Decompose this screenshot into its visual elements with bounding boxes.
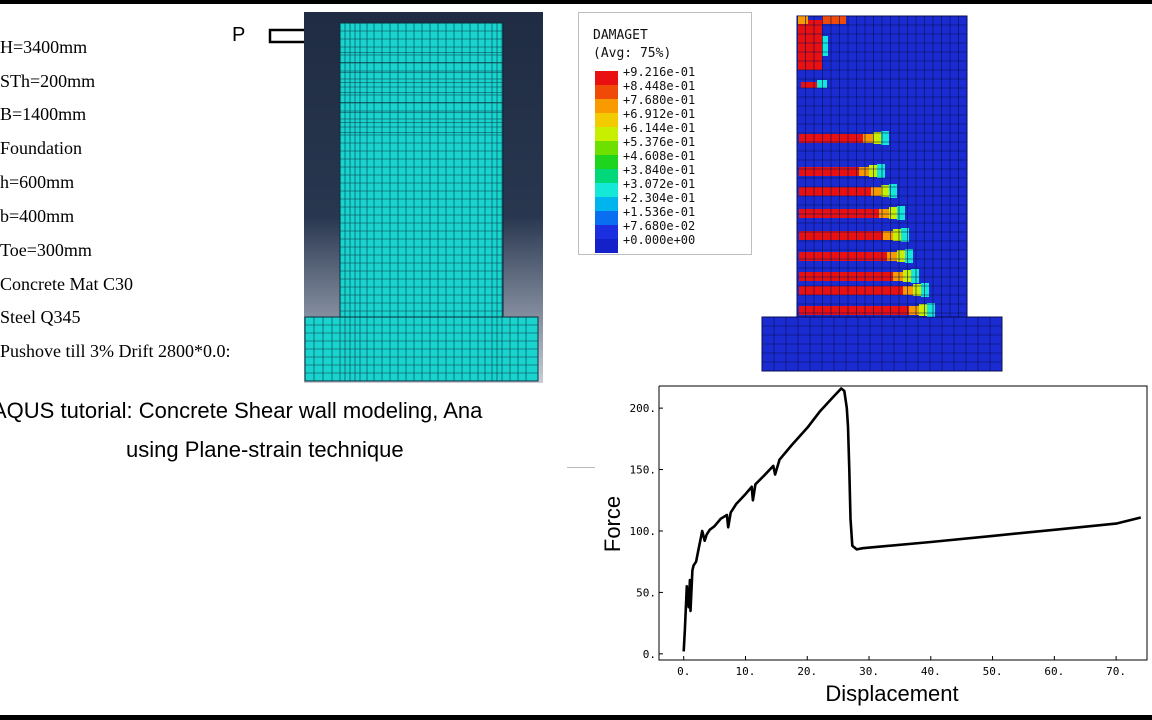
chart-axes bbox=[658, 385, 1148, 661]
param-wall-height: H=3400mm bbox=[0, 37, 88, 57]
x-tick-label: 40. bbox=[921, 665, 941, 678]
legend-value: +2.304e-01 bbox=[623, 191, 696, 205]
x-tick-label: 60. bbox=[1044, 665, 1064, 678]
load-label-p: P bbox=[232, 24, 246, 46]
legend-swatch bbox=[595, 113, 618, 127]
legend-value: +4.608e-01 bbox=[623, 149, 696, 163]
legend-value: +3.840e-01 bbox=[623, 163, 696, 177]
legend-swatch bbox=[595, 127, 618, 141]
legend-value: +0.000e+00 bbox=[623, 233, 696, 247]
force-displacement-plot: 0. 10. 20. 30. 40. 50. 60. 70. 0. 50. 100. 150. 200.… bbox=[600, 385, 1148, 706]
legend-swatch bbox=[595, 141, 618, 155]
legend-title: DAMAGET bbox=[593, 28, 648, 43]
damage-legend: DAMAGET (Avg: 75%) +9.216e-01 +8.448e-01 +… bbox=[578, 12, 752, 255]
damage-contour-viewport bbox=[761, 14, 1004, 372]
x-tick-label: 70. bbox=[1106, 665, 1126, 678]
legend-subtitle: (Avg: 75%) bbox=[593, 46, 672, 61]
chart-x-axis-label: Displacement bbox=[825, 681, 958, 706]
legend-swatch bbox=[595, 99, 618, 113]
legend-value: +1.536e-01 bbox=[623, 205, 696, 219]
legend-swatch bbox=[595, 225, 618, 239]
y-tick-label: 200. bbox=[630, 402, 657, 415]
damage-contour-plot bbox=[761, 15, 1003, 372]
y-tick-label: 150. bbox=[630, 464, 657, 477]
tutorial-caption-line-2: using Plane-strain technique bbox=[126, 437, 404, 462]
x-tick-label: 30. bbox=[859, 665, 879, 678]
legend-swatch bbox=[595, 155, 618, 169]
param-wall-thickness: STh=200mm bbox=[0, 71, 96, 91]
chart-y-axis-label: Force bbox=[600, 496, 625, 552]
legend-value: +6.912e-01 bbox=[623, 107, 696, 121]
legend-swatch bbox=[595, 85, 618, 99]
tutorial-caption-line-1: AQUS tutorial: Concrete Shear wall model… bbox=[0, 398, 483, 423]
param-concrete-material: Concrete Mat C30 bbox=[0, 274, 133, 294]
legend-swatch bbox=[595, 183, 618, 197]
param-foundation-heading: Foundation bbox=[0, 138, 83, 158]
wall-mesh-viewport bbox=[304, 12, 543, 383]
y-tick-label: 50. bbox=[636, 586, 656, 599]
bottom-frame-bar bbox=[0, 715, 1152, 720]
legend-swatch bbox=[595, 169, 618, 183]
legend-value: +9.216e-01 bbox=[623, 65, 696, 79]
y-tick-label: 0. bbox=[643, 648, 656, 661]
top-frame-bar bbox=[0, 0, 1152, 4]
param-pushover-drift: Pushove till 3% Drift 2800*0.0: bbox=[0, 341, 231, 361]
wall-mesh-model bbox=[304, 22, 539, 382]
legend-value: +6.144e-01 bbox=[623, 121, 696, 135]
legend-value: +5.376e-01 bbox=[623, 135, 696, 149]
param-foundation-height: h=600mm bbox=[0, 172, 75, 192]
legend-value: +7.680e-01 bbox=[623, 93, 696, 107]
param-foundation-width: b=400mm bbox=[0, 206, 75, 226]
param-wall-width: B=1400mm bbox=[0, 104, 87, 124]
legend-swatch bbox=[595, 211, 618, 225]
legend-value: +3.072e-01 bbox=[623, 177, 696, 191]
force-displacement-curve bbox=[682, 387, 1142, 652]
x-tick-label: 0. bbox=[677, 665, 690, 678]
param-steel-material: Steel Q345 bbox=[0, 307, 81, 327]
legend-swatch bbox=[595, 239, 618, 253]
legend-value: +8.448e-01 bbox=[623, 79, 696, 93]
x-tick-label: 10. bbox=[736, 665, 756, 678]
x-tick-label: 50. bbox=[983, 665, 1003, 678]
legend-swatch bbox=[595, 71, 618, 85]
legend-value: +7.680e-02 bbox=[623, 219, 696, 233]
legend-swatch bbox=[595, 197, 618, 211]
x-tick-label: 20. bbox=[797, 665, 817, 678]
divider-line bbox=[567, 467, 595, 468]
force-displacement-chart: 0. 10. 20. 30. 40. 50. 60. 70. 0. 50. 100. 150. 200.… bbox=[596, 378, 1152, 715]
param-toe-length: Toe=300mm bbox=[0, 240, 92, 260]
y-tick-label: 100. bbox=[630, 525, 657, 538]
